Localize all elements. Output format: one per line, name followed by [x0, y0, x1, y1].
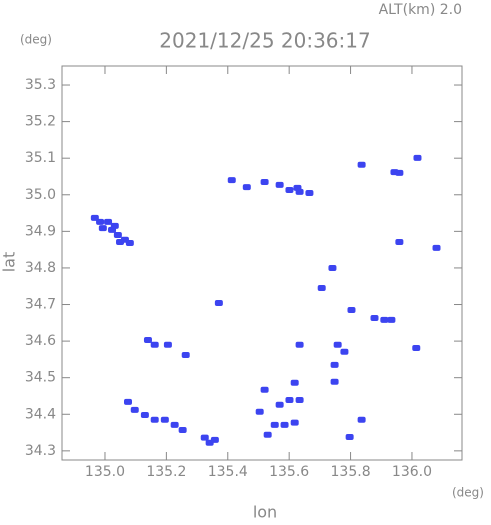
radar-echo — [357, 416, 366, 423]
radar-echo — [163, 341, 172, 348]
radar-echo — [328, 264, 337, 271]
radar-echo — [347, 307, 356, 314]
radar-echo — [227, 177, 236, 184]
radar-echo — [317, 285, 326, 292]
radar-echo — [260, 178, 269, 185]
radar-echo — [96, 218, 105, 225]
y-tick-label: 35.1 — [25, 150, 56, 166]
radar-echo — [140, 412, 149, 419]
radar-echo — [290, 419, 299, 426]
radar-echo — [345, 433, 354, 440]
radar-echo — [305, 189, 314, 196]
y-tick-label: 34.4 — [25, 406, 56, 422]
radar-echo — [330, 378, 339, 385]
radar-echo — [275, 401, 284, 408]
radar-echo — [124, 398, 133, 405]
chart-title: 2021/12/25 20:36:17 — [159, 29, 370, 53]
radar-echo — [293, 184, 302, 191]
radar-echo — [395, 238, 404, 245]
radar-echo — [270, 421, 279, 428]
radar-echo — [295, 341, 304, 348]
plot-frame — [61, 65, 463, 461]
x-tick-label: 135.4 — [208, 464, 248, 480]
radar-echo — [150, 416, 159, 423]
radar-echo — [295, 397, 304, 404]
x-tick-label: 135.0 — [85, 464, 125, 480]
y-tick-label: 34.5 — [25, 370, 56, 386]
radar-echo — [285, 187, 294, 194]
radar-echo — [178, 427, 187, 434]
radar-echo — [380, 316, 389, 323]
radar-echo — [143, 337, 152, 344]
radar-echo — [260, 386, 269, 393]
radar-echo — [242, 184, 251, 191]
radar-echo — [340, 348, 349, 355]
subtitle: ALT(km) 2.0 — [379, 2, 462, 18]
radar-echo — [210, 436, 219, 443]
y-tick-label: 34.7 — [25, 297, 56, 313]
radar-echo — [432, 244, 441, 251]
y-tick-label: 35.2 — [25, 114, 56, 130]
radar-echo — [413, 154, 422, 161]
radar-echo — [150, 341, 159, 348]
radar-echo — [280, 421, 289, 428]
x-tick-label: 135.2 — [146, 464, 186, 480]
x-tick-label: 135.8 — [331, 464, 371, 480]
radar-echo — [395, 169, 404, 176]
radar-echo — [214, 300, 223, 307]
radar-echo — [200, 434, 209, 441]
radar-echo — [181, 352, 190, 359]
x-tick-label: 136.0 — [392, 464, 432, 480]
radar-echo — [263, 431, 272, 438]
y-tick-label: 34.3 — [25, 443, 56, 459]
y-tick-label: 34.9 — [25, 223, 56, 239]
radar-echo — [387, 316, 396, 323]
radar-echo — [333, 341, 342, 348]
radar-echo — [110, 222, 119, 229]
radar-echo — [412, 345, 421, 352]
y-axis-label: lat — [0, 252, 19, 273]
radar-echo — [370, 315, 379, 322]
y-tick-label: 35.3 — [25, 77, 56, 93]
radar-echo — [285, 397, 294, 404]
radar-echo — [104, 218, 113, 225]
radar-echo — [116, 238, 125, 245]
y-tick-label: 34.6 — [25, 333, 56, 349]
radar-echo — [357, 161, 366, 168]
x-unit: (deg) — [452, 486, 484, 500]
radar-echo — [113, 232, 122, 239]
x-tick-label: 135.6 — [269, 464, 309, 480]
radar-echo — [160, 416, 169, 423]
y-unit: (deg) — [20, 33, 52, 47]
radar-echo — [98, 225, 107, 232]
y-tick-label: 35.0 — [25, 187, 56, 203]
radar-echo — [290, 379, 299, 386]
radar-echo — [170, 421, 179, 428]
radar-echo — [255, 408, 264, 415]
radar-echo — [130, 406, 139, 413]
radar-echo — [125, 240, 134, 247]
x-axis-label: lon — [253, 503, 277, 522]
radar-echo — [330, 361, 339, 368]
radar-echo — [275, 181, 284, 188]
y-tick-label: 34.8 — [25, 260, 56, 276]
